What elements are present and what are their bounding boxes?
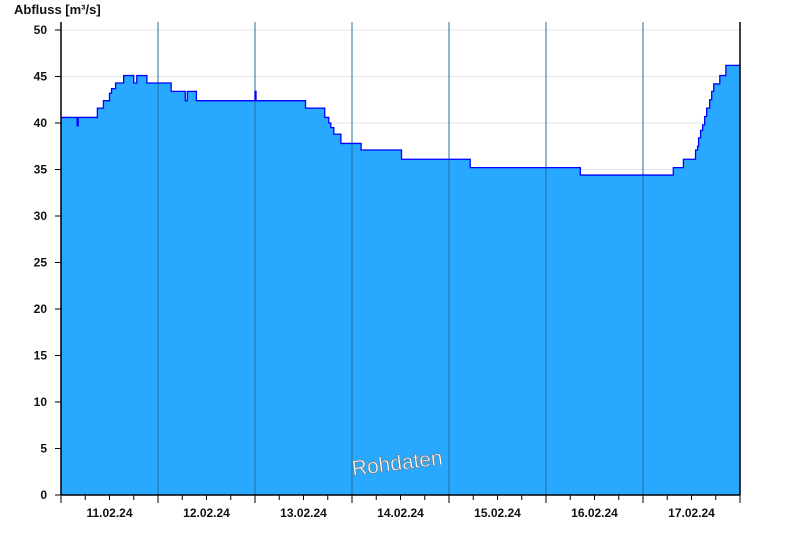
y-tick-label: 0 (40, 488, 47, 502)
y-axis-ticks: 0 5 10 15 20 25 30 35 40 45 50 (34, 23, 61, 502)
x-tick-label: 13.02.24 (280, 506, 327, 520)
y-tick-label: 15 (34, 349, 48, 363)
discharge-area (61, 65, 740, 495)
y-tick-label: 50 (34, 23, 48, 37)
y-tick-label: 5 (40, 442, 47, 456)
y-tick-label: 30 (34, 209, 48, 223)
x-tick-label: 14.02.24 (377, 506, 424, 520)
y-tick-label: 40 (34, 116, 48, 130)
x-tick-label: 16.02.24 (571, 506, 618, 520)
y-tick-label: 25 (34, 256, 48, 270)
x-axis-ticks: 11.02.24 12.02.24 13.02.24 14.02.24 15.02.24… (60, 495, 741, 520)
y-tick-label: 10 (34, 395, 48, 409)
y-tick-label: 45 (34, 70, 48, 84)
x-tick-label: 17.02.24 (668, 506, 715, 520)
y-axis-label: Abfluss [m³/s] (14, 2, 101, 17)
discharge-line (61, 64, 740, 176)
x-tick-label: 15.02.24 (474, 506, 521, 520)
x-tick-label: 11.02.24 (86, 506, 132, 520)
y-tick-label: 35 (34, 163, 48, 177)
y-tick-label: 20 (34, 302, 48, 316)
x-tick-label: 12.02.24 (183, 506, 230, 520)
